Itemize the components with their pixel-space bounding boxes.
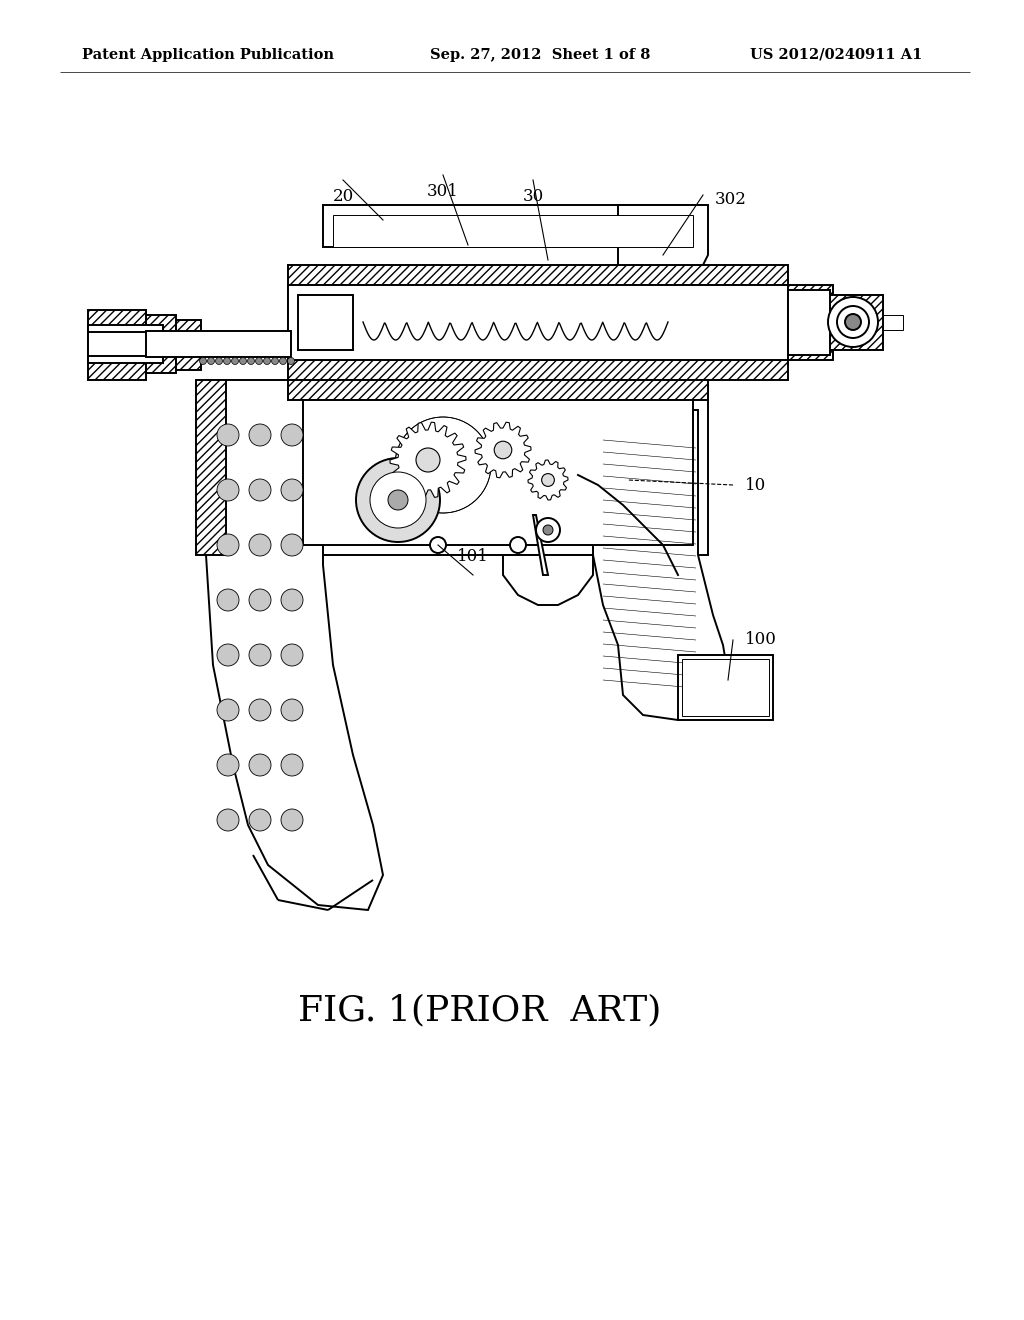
Circle shape	[217, 644, 239, 667]
Text: 100: 100	[745, 631, 777, 648]
Bar	[288, 265, 788, 285]
Circle shape	[510, 537, 526, 553]
Bar	[288, 286, 362, 356]
Polygon shape	[528, 459, 568, 500]
Text: FIG. 1(PRIOR  ART): FIG. 1(PRIOR ART)	[298, 993, 662, 1027]
Circle shape	[271, 358, 279, 364]
Circle shape	[217, 535, 239, 556]
Bar	[288, 380, 708, 554]
Polygon shape	[534, 515, 548, 576]
Text: 302: 302	[715, 190, 746, 207]
Circle shape	[249, 479, 271, 502]
Circle shape	[231, 358, 239, 364]
Circle shape	[280, 358, 287, 364]
Circle shape	[281, 424, 303, 446]
Circle shape	[416, 447, 440, 473]
Bar	[828, 294, 883, 350]
Circle shape	[200, 358, 207, 364]
Bar	[88, 333, 178, 356]
Polygon shape	[503, 554, 593, 605]
Bar	[146, 331, 291, 356]
Polygon shape	[593, 411, 728, 719]
Circle shape	[281, 589, 303, 611]
Circle shape	[281, 809, 303, 832]
Bar	[883, 315, 903, 330]
Circle shape	[249, 809, 271, 832]
Polygon shape	[475, 422, 531, 478]
Circle shape	[217, 754, 239, 776]
Text: 20: 20	[333, 187, 353, 205]
Circle shape	[281, 644, 303, 667]
Bar	[288, 285, 788, 360]
Bar	[333, 215, 693, 247]
Circle shape	[356, 458, 440, 543]
Bar	[288, 360, 788, 380]
Circle shape	[249, 754, 271, 776]
Bar	[323, 205, 703, 247]
Circle shape	[430, 537, 446, 553]
Circle shape	[828, 297, 878, 347]
Circle shape	[217, 700, 239, 721]
Circle shape	[249, 535, 271, 556]
Text: Sep. 27, 2012  Sheet 1 of 8: Sep. 27, 2012 Sheet 1 of 8	[430, 48, 650, 62]
Bar	[88, 325, 163, 363]
Circle shape	[281, 535, 303, 556]
Circle shape	[223, 358, 230, 364]
Bar	[783, 285, 833, 360]
Circle shape	[281, 479, 303, 502]
Bar	[196, 380, 226, 554]
Circle shape	[217, 809, 239, 832]
Circle shape	[248, 358, 255, 364]
Circle shape	[249, 589, 271, 611]
Polygon shape	[618, 205, 708, 265]
Circle shape	[249, 644, 271, 667]
Text: 101: 101	[457, 548, 488, 565]
Bar	[682, 659, 769, 715]
Bar	[88, 310, 146, 380]
Bar	[146, 315, 176, 374]
Text: 10: 10	[745, 477, 766, 494]
Circle shape	[217, 589, 239, 611]
Circle shape	[837, 306, 869, 338]
Circle shape	[370, 473, 426, 528]
Bar	[288, 380, 708, 400]
Circle shape	[281, 700, 303, 721]
Circle shape	[495, 441, 512, 459]
Circle shape	[240, 358, 247, 364]
Bar	[176, 319, 201, 370]
Polygon shape	[206, 380, 383, 909]
Circle shape	[263, 358, 270, 364]
Circle shape	[217, 479, 239, 502]
Bar	[678, 655, 773, 719]
Circle shape	[256, 358, 262, 364]
Text: Patent Application Publication: Patent Application Publication	[82, 48, 334, 62]
Circle shape	[542, 474, 554, 486]
Bar	[303, 400, 693, 545]
Text: 30: 30	[522, 187, 544, 205]
Circle shape	[215, 358, 222, 364]
Bar	[298, 294, 353, 350]
Bar	[788, 290, 830, 355]
Text: US 2012/0240911 A1: US 2012/0240911 A1	[750, 48, 923, 62]
Circle shape	[281, 754, 303, 776]
Circle shape	[388, 490, 408, 510]
Circle shape	[543, 525, 553, 535]
Circle shape	[536, 517, 560, 543]
Circle shape	[208, 358, 214, 364]
Circle shape	[249, 424, 271, 446]
Circle shape	[249, 700, 271, 721]
Circle shape	[217, 424, 239, 446]
Polygon shape	[390, 422, 466, 498]
Circle shape	[288, 358, 295, 364]
Text: 301: 301	[427, 183, 459, 201]
Circle shape	[845, 314, 861, 330]
